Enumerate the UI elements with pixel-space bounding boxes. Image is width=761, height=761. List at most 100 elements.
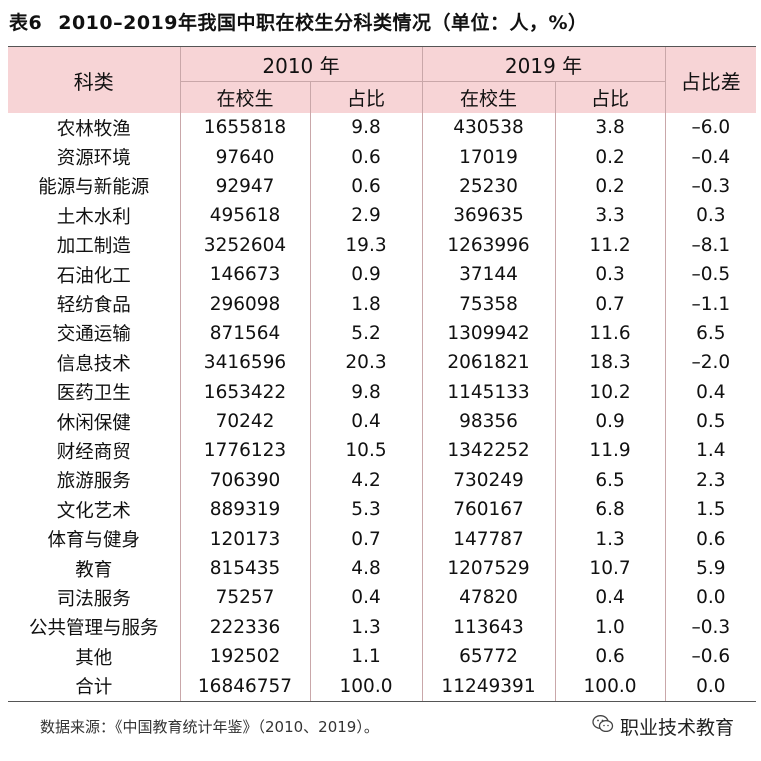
cell-students-2010: 3416596 bbox=[179, 348, 310, 378]
cell-students-2010: 1776123 bbox=[179, 436, 310, 466]
brand-name: 职业技术教育 bbox=[620, 717, 735, 739]
data-table: 科类 2010 年 2019 年 占比差 在校生 占比 在校生 占比 农林牧渔 1… bbox=[8, 46, 757, 702]
table-row: 资源环境 97640 0.6 17019 0.2 –0.4 bbox=[8, 142, 757, 172]
table-row: 教育 815435 4.8 1207529 10.7 5.9 bbox=[8, 553, 757, 584]
cell-share-2010: 0.4 bbox=[309, 583, 423, 613]
cell-share-2010: 0.6 bbox=[309, 171, 423, 202]
cell-share-2010: 1.3 bbox=[309, 612, 423, 643]
cell-share-2019: 0.2 bbox=[554, 142, 666, 172]
cell-share-2019: 0.7 bbox=[554, 289, 666, 319]
cell-students-2019: 147787 bbox=[421, 524, 556, 554]
cell-share-2010: 20.3 bbox=[309, 348, 423, 378]
header-year-2010: 2010 年 bbox=[179, 46, 423, 82]
cell-share-2010: 4.2 bbox=[309, 465, 423, 496]
cell-students-2010: 296098 bbox=[179, 289, 310, 319]
table-row: 司法服务 75257 0.4 47820 0.4 0.0 bbox=[8, 583, 757, 613]
cell-students-2019: 1342252 bbox=[421, 436, 556, 466]
cell-share-diff: 1.4 bbox=[664, 436, 757, 466]
cell-students-2019: 369635 bbox=[421, 201, 556, 231]
subheader-students-2010: 在校生 bbox=[179, 81, 310, 113]
subheader-share-2010: 占比 bbox=[309, 81, 423, 113]
cell-category: 旅游服务 bbox=[56, 471, 131, 493]
cell-students-2010: 495618 bbox=[179, 201, 310, 231]
cell-share-diff: –1.1 bbox=[664, 289, 757, 319]
cell-share-2019: 0.2 bbox=[554, 171, 666, 202]
cell-share-2010: 9.8 bbox=[309, 113, 423, 143]
cell-category: 资源环境 bbox=[56, 148, 131, 170]
cell-share-diff: 2.3 bbox=[664, 465, 757, 496]
cell-students-2019: 430538 bbox=[421, 113, 556, 143]
cell-share-2019: 18.3 bbox=[554, 348, 666, 378]
cell-share-diff: –0.3 bbox=[664, 612, 757, 643]
cell-students-2010: 75257 bbox=[179, 583, 310, 613]
cell-share-2019: 1.3 bbox=[554, 524, 666, 554]
table-title: 表6 2010–2019年我国中职在校生分科类情况（单位：人，%） bbox=[9, 8, 588, 35]
cell-students-2010: 1653422 bbox=[179, 377, 310, 407]
cell-share-diff: 0.5 bbox=[664, 406, 757, 437]
cell-category: 医药卫生 bbox=[56, 383, 131, 405]
cell-share-diff: 6.5 bbox=[664, 318, 757, 349]
table-row: 医药卫生 1653422 9.8 1145133 10.2 0.4 bbox=[8, 377, 757, 407]
cell-share-2010: 5.3 bbox=[309, 495, 423, 525]
cell-share-2019: 3.3 bbox=[554, 201, 666, 231]
cell-share-2019: 11.6 bbox=[554, 318, 666, 349]
table-caption: 2010–2019年我国中职在校生分科类情况（单位：人，%） bbox=[58, 12, 588, 34]
cell-share-2010: 0.6 bbox=[309, 142, 423, 172]
cell-students-2010: 92947 bbox=[179, 171, 310, 202]
cell-students-2019: 75358 bbox=[421, 289, 556, 319]
cell-students-2019: 37144 bbox=[421, 259, 556, 290]
table-row: 旅游服务 706390 4.2 730249 6.5 2.3 bbox=[8, 465, 757, 496]
subheader-students-2019: 在校生 bbox=[421, 81, 556, 113]
cell-share-diff: 0.3 bbox=[664, 201, 757, 231]
cell-students-2010: 192502 bbox=[179, 642, 310, 672]
cell-category: 土木水利 bbox=[56, 206, 131, 228]
cell-share-2010: 19.3 bbox=[309, 230, 423, 260]
table-number: 表6 bbox=[9, 12, 43, 34]
table-row: 信息技术 3416596 20.3 2061821 18.3 –2.0 bbox=[8, 348, 757, 378]
cell-students-2019: 113643 bbox=[421, 612, 556, 643]
cell-category: 交通运输 bbox=[56, 324, 131, 346]
cell-students-2019: 1145133 bbox=[421, 377, 556, 407]
cell-share-2019: 0.4 bbox=[554, 583, 666, 613]
cell-share-2019: 10.2 bbox=[554, 377, 666, 407]
cell-share-diff: –0.5 bbox=[664, 259, 757, 290]
cell-category: 信息技术 bbox=[56, 353, 131, 375]
table-row: 交通运输 871564 5.2 1309942 11.6 6.5 bbox=[8, 318, 757, 349]
cell-category: 其他 bbox=[75, 647, 113, 669]
cell-category: 能源与新能源 bbox=[38, 177, 150, 199]
cell-share-2019: 6.8 bbox=[554, 495, 666, 525]
cell-students-2010: 70242 bbox=[179, 406, 310, 437]
table-row: 能源与新能源 92947 0.6 25230 0.2 –0.3 bbox=[8, 171, 757, 202]
cell-share-2010: 2.9 bbox=[309, 201, 423, 231]
cell-students-2019: 2061821 bbox=[421, 348, 556, 378]
table-row: 土木水利 495618 2.9 369635 3.3 0.3 bbox=[8, 201, 757, 231]
cell-students-2019: 47820 bbox=[421, 583, 556, 613]
table-row: 公共管理与服务 222336 1.3 113643 1.0 –0.3 bbox=[8, 612, 757, 643]
subheader-share-2019: 占比 bbox=[554, 81, 666, 113]
cell-share-2010: 5.2 bbox=[309, 318, 423, 349]
cell-share-2010: 9.8 bbox=[309, 377, 423, 407]
cell-share-2010: 1.8 bbox=[309, 289, 423, 319]
cell-category: 文化艺术 bbox=[56, 500, 131, 522]
cell-share-2019: 11.9 bbox=[554, 436, 666, 466]
cell-students-2010: 146673 bbox=[179, 259, 310, 290]
cell-category: 休闲保健 bbox=[56, 412, 131, 434]
cell-share-2019: 10.7 bbox=[554, 553, 666, 584]
cell-students-2019: 730249 bbox=[421, 465, 556, 496]
cell-students-2019: 98356 bbox=[421, 406, 556, 437]
cell-share-2010: 100.0 bbox=[309, 671, 423, 702]
table-row: 体育与健身 120173 0.7 147787 1.3 0.6 bbox=[8, 524, 757, 554]
cell-share-diff: –0.4 bbox=[664, 142, 757, 172]
cell-category: 加工制造 bbox=[56, 236, 131, 258]
cell-share-2019: 11.2 bbox=[554, 230, 666, 260]
table-row: 休闲保健 70242 0.4 98356 0.9 0.5 bbox=[8, 406, 757, 437]
cell-students-2019: 1309942 bbox=[421, 318, 556, 349]
cell-share-2019: 100.0 bbox=[554, 671, 666, 702]
cell-share-2019: 3.8 bbox=[554, 113, 666, 143]
cell-share-2019: 1.0 bbox=[554, 612, 666, 643]
cell-share-diff: –6.0 bbox=[664, 113, 757, 143]
cell-students-2019: 1263996 bbox=[421, 230, 556, 260]
cell-share-2010: 1.1 bbox=[309, 642, 423, 672]
cell-students-2010: 871564 bbox=[179, 318, 310, 349]
table-body: 农林牧渔 1655818 9.8 430538 3.8 –6.0 资源环境 97640 0.6 1… bbox=[8, 113, 757, 702]
